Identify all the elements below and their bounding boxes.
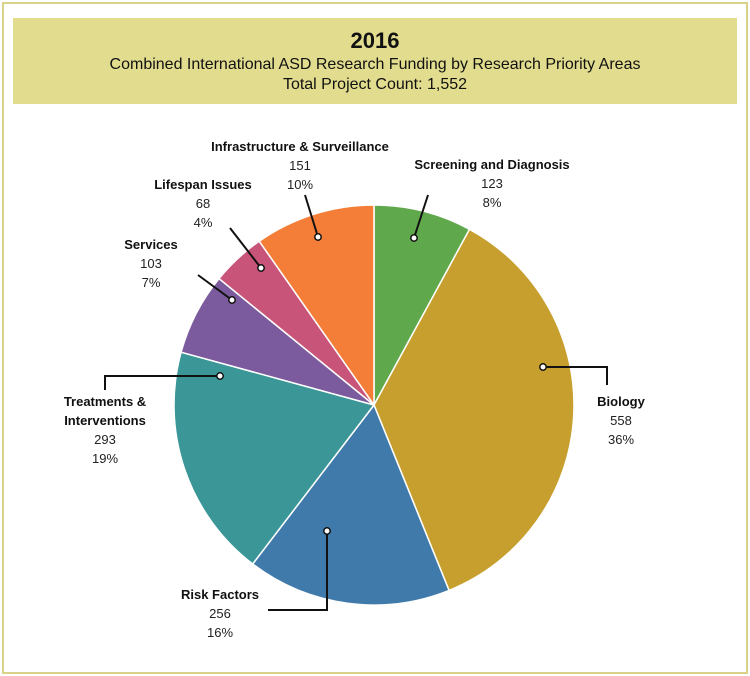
category-label: Screening and Diagnosis (414, 157, 570, 172)
category-label: Treatments & Interventions (63, 394, 147, 428)
percent-label: 10% (286, 177, 314, 192)
percent-label: 8% (482, 195, 502, 210)
percent-label: 4% (193, 215, 213, 230)
slice-label: Services 103 7% (106, 235, 196, 292)
leader-dot (410, 234, 418, 242)
percent-label: 19% (91, 451, 119, 466)
count-label: 151 (289, 158, 311, 173)
category-label: Lifespan Issues (154, 177, 252, 192)
count-label: 256 (209, 606, 231, 621)
chart-subtitle: Combined International ASD Research Fund… (109, 56, 641, 73)
leader-line (197, 274, 233, 301)
slice-label: Screening and Diagnosis 123 8% (402, 155, 582, 212)
pie-slice (251, 403, 451, 606)
leader-dot (539, 363, 547, 371)
slice-label: Infrastructure & Surveillance 151 10% (200, 137, 400, 194)
slice-label: Lifespan Issues 68 4% (148, 175, 258, 232)
leader-dot (228, 296, 236, 304)
category-label: Infrastructure & Surveillance (211, 139, 389, 154)
leader-line (543, 366, 608, 385)
percent-label: 7% (141, 275, 161, 290)
leader-line (229, 227, 262, 269)
count-label: 103 (140, 256, 162, 271)
header: 2016 Combined International ASD Research… (13, 18, 737, 104)
count-label: 293 (94, 432, 116, 447)
leader-dot (216, 372, 224, 380)
leader-dot (323, 527, 331, 535)
leader-line (413, 194, 429, 239)
count-label: 123 (481, 176, 503, 191)
total-label: Total Project Count: 1,552 (282, 76, 468, 93)
category-label: Biology (597, 394, 645, 409)
category-label: Services (124, 237, 178, 252)
pie-slice (373, 228, 575, 592)
leader-dot (314, 233, 322, 241)
slice-label: Biology 558 36% (576, 392, 666, 449)
count-label: 558 (610, 413, 632, 428)
slice-label: Treatments & Interventions 293 19% (45, 392, 165, 468)
percent-label: 16% (206, 625, 234, 640)
chart-title: 2016 (350, 28, 400, 53)
percent-label: 36% (607, 432, 635, 447)
slice-label: Risk Factors 256 16% (160, 585, 280, 642)
category-label: Risk Factors (180, 587, 260, 602)
count-label: 68 (195, 196, 211, 211)
pie-slice (258, 204, 375, 408)
leader-line (104, 375, 220, 390)
leader-dot (257, 264, 265, 272)
leader-line (268, 531, 328, 611)
leader-line (304, 194, 319, 238)
